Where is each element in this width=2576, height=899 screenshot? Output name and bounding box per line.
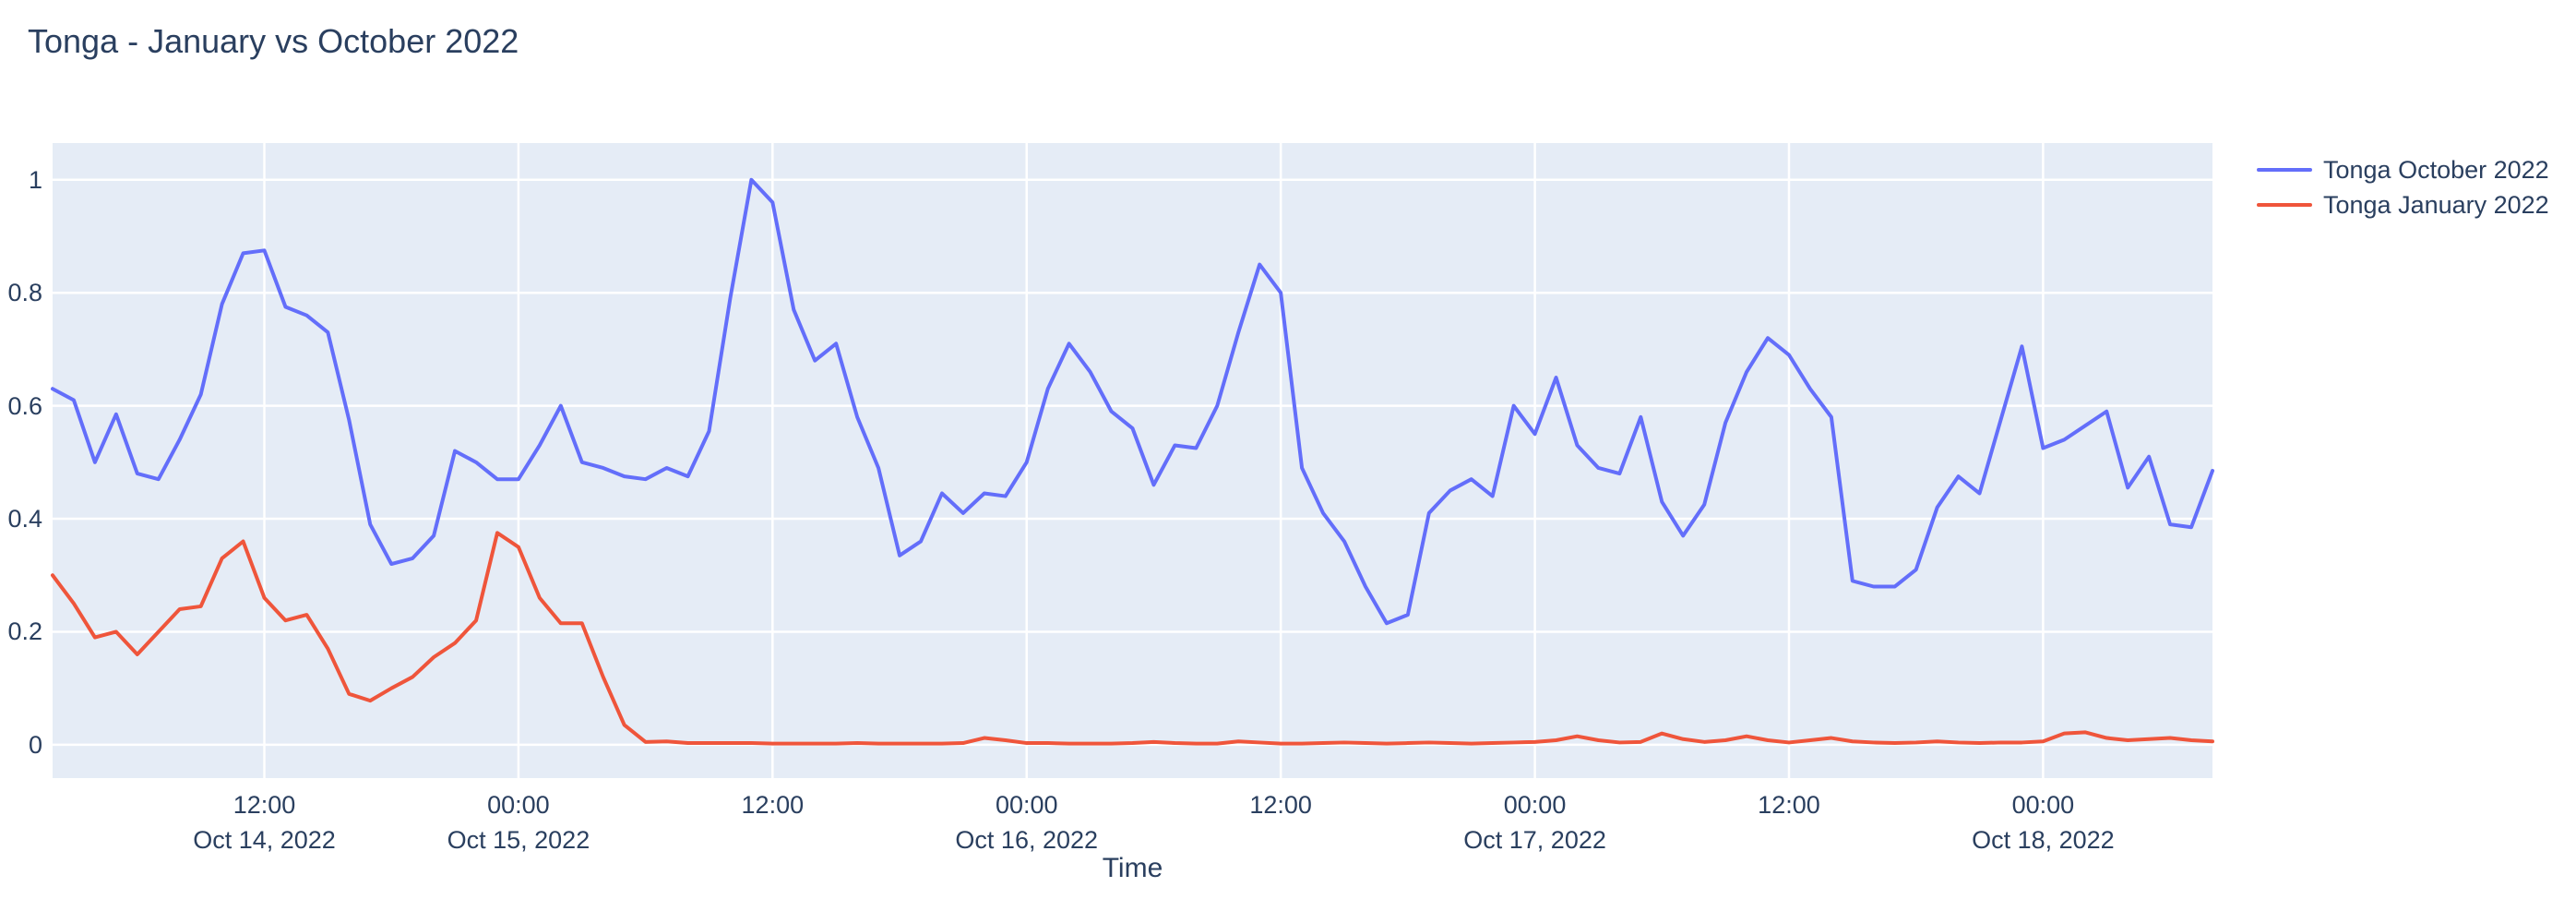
legend-item[interactable]: Tonga January 2022 [2257,187,2549,222]
x-axis-tick-time: 12:00 [1249,791,1312,819]
legend-line-swatch-icon [2257,168,2312,172]
legend-item-label: Tonga January 2022 [2323,190,2549,219]
x-axis-tick-time: 12:00 [1758,791,1820,819]
x-axis-tick-date: Oct 14, 2022 [193,826,336,854]
x-axis-tick-time: 12:00 [741,791,805,819]
y-axis-tick-label: 0 [28,730,42,759]
series-line-tonga-january-2022 [51,531,2214,746]
y-axis-tick-label: 0.2 [7,617,42,646]
legend-line-swatch-icon [2257,203,2312,207]
series-line-tonga-october-2022 [51,177,2214,626]
y-axis-tick-label: 0.6 [7,391,42,420]
x-axis-tick-date: Oct 18, 2022 [1972,826,2115,854]
y-axis-tick-label: 1 [28,165,42,194]
x-axis-tick-date: Oct 15, 2022 [447,826,590,854]
figure-title: Tonga - January vs October 2022 [28,22,519,60]
x-axis-tick-time: 00:00 [2011,791,2075,819]
plot-area[interactable] [53,143,2212,778]
x-axis-tick-time: 12:00 [233,791,296,819]
x-axis-tick-date: Oct 16, 2022 [955,826,1099,854]
x-axis-title: Time [1102,853,1163,883]
x-axis-tick-time: 00:00 [1503,791,1567,819]
legend-item-label: Tonga October 2022 [2323,155,2549,184]
y-axis-tick-label: 0.8 [7,279,42,307]
x-axis-tick-time: 00:00 [487,791,550,819]
legend-item[interactable]: Tonga October 2022 [2257,152,2549,187]
x-axis-tick-time: 00:00 [995,791,1058,819]
legend: Tonga October 2022 Tonga January 2022 [2257,152,2549,222]
y-axis-tick-label: 0.4 [7,505,42,533]
x-axis-tick-date: Oct 17, 2022 [1463,826,1606,854]
